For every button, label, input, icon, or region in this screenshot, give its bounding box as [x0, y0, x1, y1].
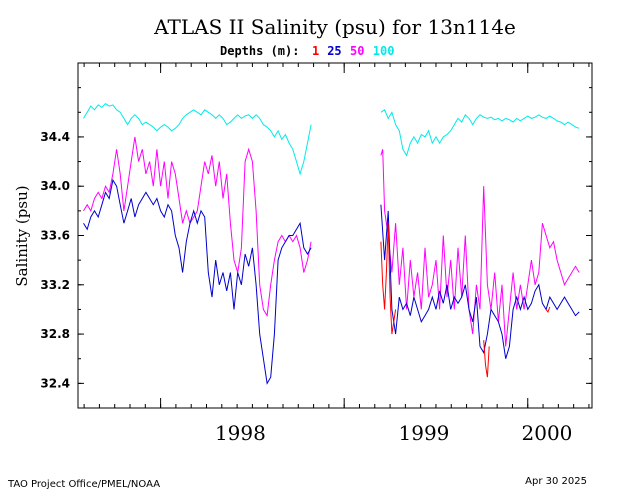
series-line-25: [380, 204, 580, 359]
series-line-100: [380, 109, 580, 157]
depth-legend: Depths (m): 1 25 50 100: [220, 44, 394, 58]
y-tick-label: 32.8: [40, 327, 70, 341]
series-layer: [83, 103, 580, 385]
series-25: [83, 178, 580, 385]
series-line-50: [380, 149, 580, 347]
series-line-25: [83, 178, 312, 385]
series-line-50: [83, 136, 312, 318]
footer-date: Apr 30 2025: [525, 476, 587, 487]
y-tick-label: 34.0: [40, 179, 70, 193]
legend-entry-100: 100: [373, 44, 395, 58]
y-axis-label: Salinity (psu): [13, 185, 31, 286]
x-year-label: 1998: [215, 421, 266, 445]
series-line-1: [545, 306, 551, 313]
x-year-label: 2000: [522, 421, 573, 445]
plot-frame: [77, 62, 593, 409]
series-line-1: [483, 340, 490, 378]
chart-title: ATLAS II Salinity (psu) for 13n114e: [153, 15, 516, 39]
legend-entry-50: 50: [350, 44, 364, 58]
y-axis: 32.4 32.8 33.2 33.6 34.0 34.4: [40, 62, 592, 409]
series-line-1: [380, 223, 397, 335]
series-100: [83, 103, 580, 176]
x-axis: 1998 1999 2000: [83, 63, 590, 445]
y-tick-label: 34.4: [40, 130, 70, 144]
legend-entry-25: 25: [327, 44, 341, 58]
series-1: [380, 223, 551, 378]
legend-entry-1: 1: [312, 44, 319, 58]
y-tick-label: 33.2: [40, 278, 70, 292]
series-line-100: [83, 103, 312, 176]
legend-label: Depths (m):: [220, 44, 299, 58]
y-tick-label: 32.4: [40, 376, 70, 390]
footer-credit: TAO Project Office/PMEL/NOAA: [7, 479, 160, 490]
x-year-label: 1999: [399, 421, 450, 445]
y-tick-label: 33.6: [40, 229, 70, 243]
series-50: [83, 136, 580, 347]
